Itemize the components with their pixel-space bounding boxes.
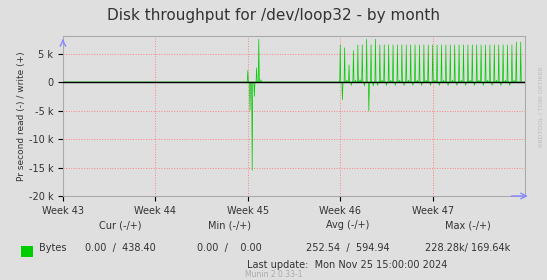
Text: Min (-/+): Min (-/+) bbox=[208, 220, 251, 230]
Text: Max (-/+): Max (-/+) bbox=[445, 220, 491, 230]
Text: 0.00  /    0.00: 0.00 / 0.00 bbox=[197, 243, 262, 253]
Text: Munin 2.0.33-1: Munin 2.0.33-1 bbox=[245, 270, 302, 279]
Text: 228.28k/ 169.64k: 228.28k/ 169.64k bbox=[425, 243, 510, 253]
Text: 252.54  /  594.94: 252.54 / 594.94 bbox=[306, 243, 389, 253]
Text: RRDTOOL / TOBI OETIKER: RRDTOOL / TOBI OETIKER bbox=[538, 66, 543, 147]
Y-axis label: Pr second read (-) / write (+): Pr second read (-) / write (+) bbox=[17, 52, 26, 181]
Text: Cur (-/+): Cur (-/+) bbox=[99, 220, 142, 230]
Text: 0.00  /  438.40: 0.00 / 438.40 bbox=[85, 243, 156, 253]
Text: Disk throughput for /dev/loop32 - by month: Disk throughput for /dev/loop32 - by mon… bbox=[107, 8, 440, 24]
Text: Bytes: Bytes bbox=[39, 243, 67, 253]
Text: Last update:  Mon Nov 25 15:00:00 2024: Last update: Mon Nov 25 15:00:00 2024 bbox=[247, 260, 447, 270]
Text: Avg (-/+): Avg (-/+) bbox=[325, 220, 369, 230]
